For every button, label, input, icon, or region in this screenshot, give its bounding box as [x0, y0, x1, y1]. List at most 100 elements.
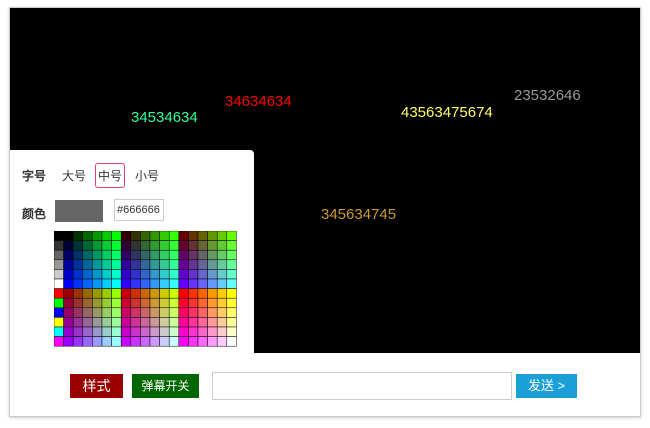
palette-cell[interactable]	[140, 249, 151, 261]
palette-cell[interactable]	[130, 336, 141, 347]
palette-cell[interactable]	[226, 259, 237, 270]
palette-cell[interactable]	[207, 259, 218, 270]
palette-cell[interactable]	[197, 326, 208, 337]
palette-cell[interactable]	[82, 259, 93, 270]
palette-cell[interactable]	[197, 278, 208, 289]
palette-cell[interactable]	[159, 307, 170, 318]
palette-cell[interactable]	[216, 326, 228, 337]
palette-cell[interactable]	[140, 259, 151, 270]
palette-cell[interactable]	[216, 297, 228, 309]
palette-cell[interactable]	[54, 231, 64, 241]
palette-cell[interactable]	[140, 307, 151, 318]
palette-cell[interactable]	[92, 231, 103, 241]
palette-cell[interactable]	[207, 336, 218, 347]
palette-cell[interactable]	[168, 278, 180, 289]
palette-cell[interactable]	[197, 297, 208, 309]
palette-cell[interactable]	[63, 231, 74, 241]
palette-cell[interactable]	[178, 259, 189, 270]
style-button[interactable]: 样式	[70, 374, 123, 398]
palette-cell[interactable]	[207, 249, 218, 261]
palette-cell[interactable]	[140, 336, 151, 347]
palette-cell[interactable]	[159, 240, 170, 251]
palette-cell[interactable]	[140, 269, 151, 280]
palette-cell[interactable]	[216, 231, 228, 241]
palette-cell[interactable]	[120, 259, 132, 270]
palette-cell[interactable]	[92, 307, 103, 318]
palette-cell[interactable]	[101, 278, 112, 289]
palette-cell[interactable]	[63, 269, 74, 280]
palette-cell[interactable]	[130, 307, 141, 318]
palette-cell[interactable]	[149, 326, 160, 337]
palette-cell[interactable]	[120, 231, 132, 241]
palette-cell[interactable]	[63, 336, 74, 347]
palette-cell[interactable]	[159, 326, 170, 337]
palette-cell[interactable]	[207, 307, 218, 318]
palette-cell[interactable]	[226, 249, 237, 261]
palette-cell[interactable]	[101, 240, 112, 251]
palette-cell[interactable]	[111, 259, 122, 270]
palette-cell[interactable]	[140, 288, 151, 299]
palette-cell[interactable]	[82, 231, 93, 241]
palette-cell[interactable]	[130, 278, 141, 289]
palette-cell[interactable]	[101, 249, 112, 261]
palette-cell[interactable]	[216, 278, 228, 289]
palette-cell[interactable]	[130, 240, 141, 251]
palette-cell[interactable]	[168, 288, 180, 299]
palette-cell[interactable]	[111, 231, 122, 241]
palette-cell[interactable]	[92, 269, 103, 280]
palette-cell[interactable]	[168, 269, 180, 280]
palette-cell[interactable]	[72, 288, 84, 299]
palette-cell[interactable]	[178, 326, 189, 337]
palette-cell[interactable]	[130, 269, 141, 280]
palette-cell[interactable]	[197, 288, 208, 299]
palette-cell[interactable]	[82, 307, 93, 318]
palette-cell[interactable]	[92, 259, 103, 270]
palette-cell[interactable]	[197, 249, 208, 261]
palette-cell[interactable]	[72, 297, 84, 309]
palette-cell[interactable]	[178, 231, 189, 241]
palette-cell[interactable]	[82, 336, 93, 347]
palette-cell[interactable]	[197, 240, 208, 251]
palette-cell[interactable]	[140, 240, 151, 251]
palette-cell[interactable]	[140, 231, 151, 241]
palette-cell[interactable]	[159, 259, 170, 270]
palette-cell[interactable]	[111, 336, 122, 347]
palette-cell[interactable]	[130, 259, 141, 270]
palette-cell[interactable]	[226, 336, 237, 347]
palette-cell[interactable]	[111, 326, 122, 337]
palette-cell[interactable]	[140, 278, 151, 289]
palette-cell[interactable]	[207, 231, 218, 241]
palette-cell[interactable]	[63, 307, 74, 318]
palette-cell[interactable]	[82, 288, 93, 299]
palette-cell[interactable]	[216, 317, 228, 328]
palette-cell[interactable]	[101, 326, 112, 337]
palette-cell[interactable]	[159, 317, 170, 328]
palette-cell[interactable]	[168, 326, 180, 337]
palette-cell[interactable]	[54, 297, 64, 309]
palette-cell[interactable]	[63, 240, 74, 251]
palette-cell[interactable]	[207, 297, 218, 309]
palette-cell[interactable]	[226, 231, 237, 241]
palette-cell[interactable]	[92, 326, 103, 337]
palette-cell[interactable]	[54, 249, 64, 261]
palette-cell[interactable]	[130, 231, 141, 241]
palette-cell[interactable]	[178, 307, 189, 318]
palette-cell[interactable]	[207, 326, 218, 337]
palette-cell[interactable]	[72, 231, 84, 241]
palette-cell[interactable]	[54, 288, 64, 299]
palette-cell[interactable]	[63, 259, 74, 270]
palette-cell[interactable]	[188, 269, 199, 280]
palette-cell[interactable]	[226, 269, 237, 280]
palette-cell[interactable]	[54, 336, 64, 347]
palette-cell[interactable]	[54, 259, 64, 270]
palette-cell[interactable]	[149, 259, 160, 270]
palette-cell[interactable]	[92, 297, 103, 309]
palette-cell[interactable]	[130, 249, 141, 261]
palette-cell[interactable]	[207, 269, 218, 280]
palette-cell[interactable]	[216, 288, 228, 299]
palette-cell[interactable]	[226, 278, 237, 289]
palette-cell[interactable]	[130, 288, 141, 299]
palette-cell[interactable]	[120, 269, 132, 280]
palette-cell[interactable]	[101, 269, 112, 280]
palette-cell[interactable]	[92, 336, 103, 347]
